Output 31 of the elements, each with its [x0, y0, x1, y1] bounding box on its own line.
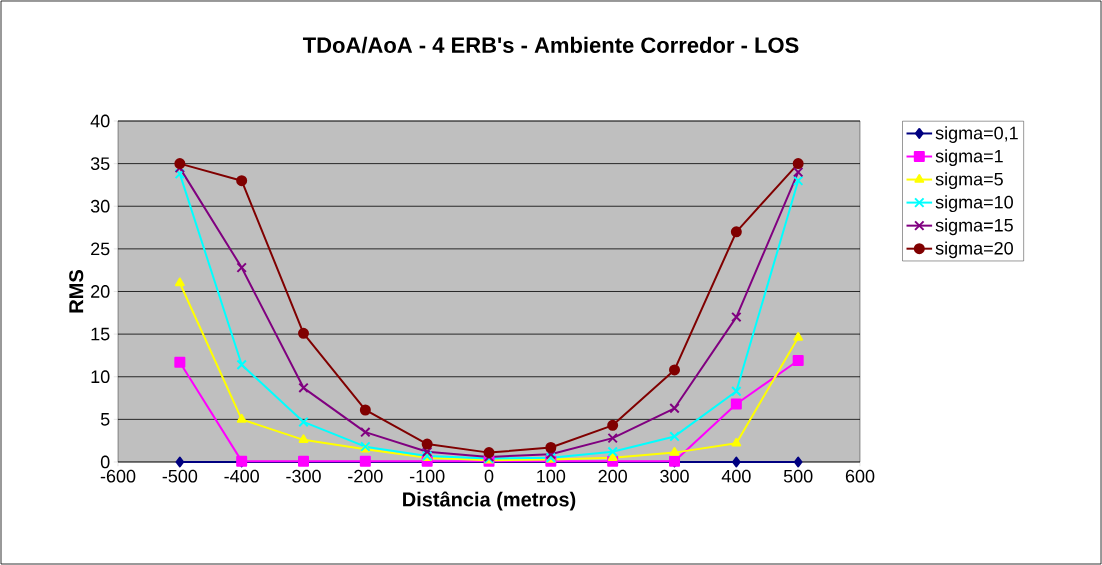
- legend-label: sigma=5: [935, 172, 1003, 190]
- y-tick-label: 0: [100, 455, 110, 469]
- legend-label: sigma=20: [935, 241, 1013, 259]
- y-tick-label: 5: [100, 413, 110, 426]
- x-tick-label: 300: [660, 469, 689, 483]
- legend-label: sigma=1: [935, 149, 1003, 167]
- legend-label: sigma=10: [935, 195, 1013, 213]
- y-tick-label: 15: [91, 327, 110, 341]
- y-axis-title: RMS: [69, 270, 84, 313]
- x-tick-label: -500: [162, 469, 198, 483]
- x-tick-label: -300: [286, 469, 321, 483]
- x-tick-label: 200: [598, 469, 627, 483]
- x-tick-label: 400: [721, 469, 751, 483]
- y-tick-label: 20: [91, 285, 110, 298]
- x-tick-label: -200: [348, 469, 383, 483]
- x-tick-label: -400: [224, 469, 259, 483]
- x-tick-label: -600: [100, 469, 136, 483]
- y-tick-label: 30: [90, 199, 110, 213]
- x-axis-title: Distância (metros): [403, 491, 576, 511]
- legend-label: sigma=0,1: [935, 126, 1018, 143]
- y-tick-label: 35: [90, 157, 110, 170]
- x-tick-label: 600: [845, 469, 875, 483]
- x-tick-label: 500: [783, 469, 813, 483]
- y-tick-label: 10: [91, 370, 110, 384]
- x-tick-label: -100: [409, 469, 445, 483]
- legend-label: sigma=15: [935, 218, 1013, 236]
- x-tick-label: 100: [537, 469, 566, 483]
- chart-title: TDoA/AoA - 4 ERB's - Ambiente Corredor - LOS: [302, 36, 799, 54]
- y-tick-label: 25: [91, 242, 110, 256]
- y-tick-label: 40: [90, 114, 110, 128]
- x-tick-label: 0: [484, 469, 494, 483]
